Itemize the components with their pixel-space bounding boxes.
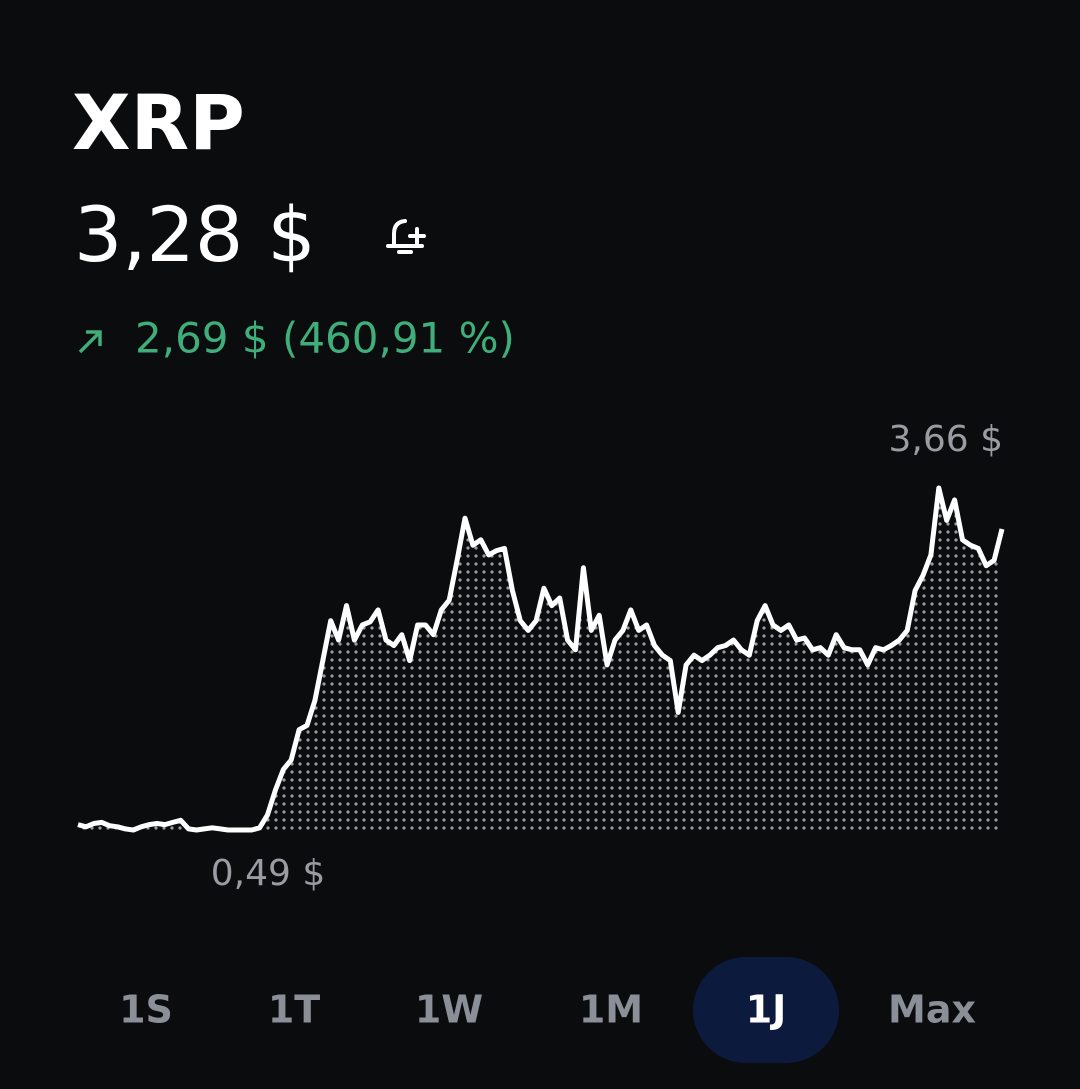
area-fill xyxy=(78,488,1002,834)
chart: 3,66 $ 0,49 $ xyxy=(77,419,1005,894)
range-selector: 1S 1T 1W 1M 1J Max xyxy=(119,957,976,1063)
range-button[interactable]: 1W xyxy=(415,988,483,1032)
range-button[interactable]: 1M xyxy=(579,988,643,1032)
low-label: 0,49 $ xyxy=(211,853,326,894)
high-label: 3,66 $ xyxy=(888,419,1003,460)
price: 3,28 $ xyxy=(74,190,316,279)
selected-pill xyxy=(693,957,839,1063)
price-line xyxy=(77,485,1005,833)
range-button[interactable]: 1S xyxy=(119,988,173,1032)
up-arrow xyxy=(78,330,102,354)
asset-title: XRP xyxy=(72,78,245,167)
range-button[interactable]: 1T xyxy=(268,988,320,1032)
price-change: 2,69 $ (460,91 %) xyxy=(135,314,515,363)
bell-icon xyxy=(386,219,424,254)
range-button[interactable]: Max xyxy=(888,988,976,1032)
alert-button[interactable] xyxy=(386,219,426,254)
plus-icon xyxy=(408,227,426,245)
range-button[interactable]: 1J xyxy=(746,988,787,1032)
